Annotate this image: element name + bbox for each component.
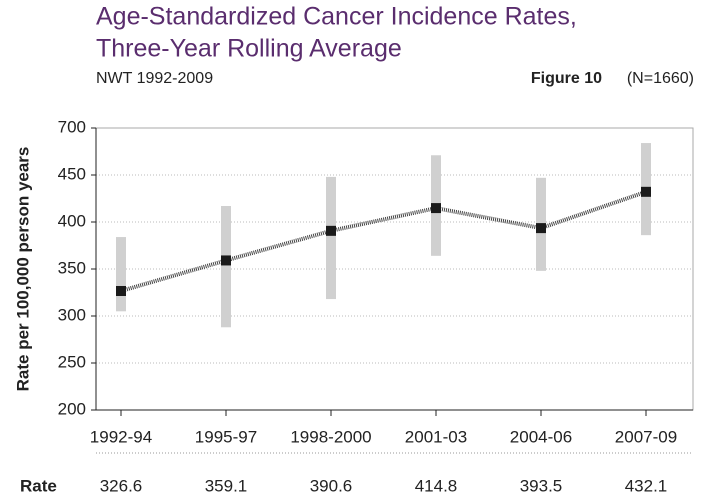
x-tick-label: 2004-06 <box>510 427 572 446</box>
error-bar <box>116 237 126 312</box>
value-label: 390.6 <box>310 476 353 495</box>
y-tick-label: 300 <box>58 305 86 324</box>
error-bar <box>221 206 231 328</box>
y-axis-label: Rate per 100,000 person years <box>13 147 32 392</box>
value-label: 414.8 <box>415 476 458 495</box>
value-label: 393.5 <box>520 476 563 495</box>
y-tick-label: 400 <box>58 211 86 230</box>
marker <box>641 186 651 197</box>
y-tick-label: 450 <box>58 164 86 183</box>
value-label: 326.6 <box>100 476 143 495</box>
chart-title: Age-Standardized Cancer Incidence Rates, <box>96 3 577 31</box>
chart-subtitle: NWT 1992-2009 <box>96 70 213 87</box>
y-tick-label: 350 <box>58 258 86 277</box>
value-label: 359.1 <box>205 476 248 495</box>
row-label: Rate <box>20 476 57 495</box>
marker <box>431 203 441 214</box>
x-tick-label: 1998-2000 <box>290 427 371 446</box>
x-tick-label: 2007-09 <box>615 427 677 446</box>
y-tick-label: 700 <box>58 117 86 136</box>
figure-label: Figure 10 <box>531 70 602 87</box>
chart-title: Three-Year Rolling Average <box>96 35 402 63</box>
marker <box>221 255 231 266</box>
error-bar <box>326 176 336 300</box>
x-tick-label: 1995-97 <box>195 427 257 446</box>
y-tick-label: 250 <box>58 352 86 371</box>
x-tick-label: 2001-03 <box>405 427 467 446</box>
marker <box>536 223 546 234</box>
marker <box>116 285 126 296</box>
x-tick-label: 1992-94 <box>90 427 152 446</box>
figure-note: (N=1660) <box>627 70 694 87</box>
y-tick-label: 200 <box>58 399 86 418</box>
value-label: 432.1 <box>625 476 668 495</box>
marker <box>326 225 336 236</box>
line <box>120 189 647 293</box>
